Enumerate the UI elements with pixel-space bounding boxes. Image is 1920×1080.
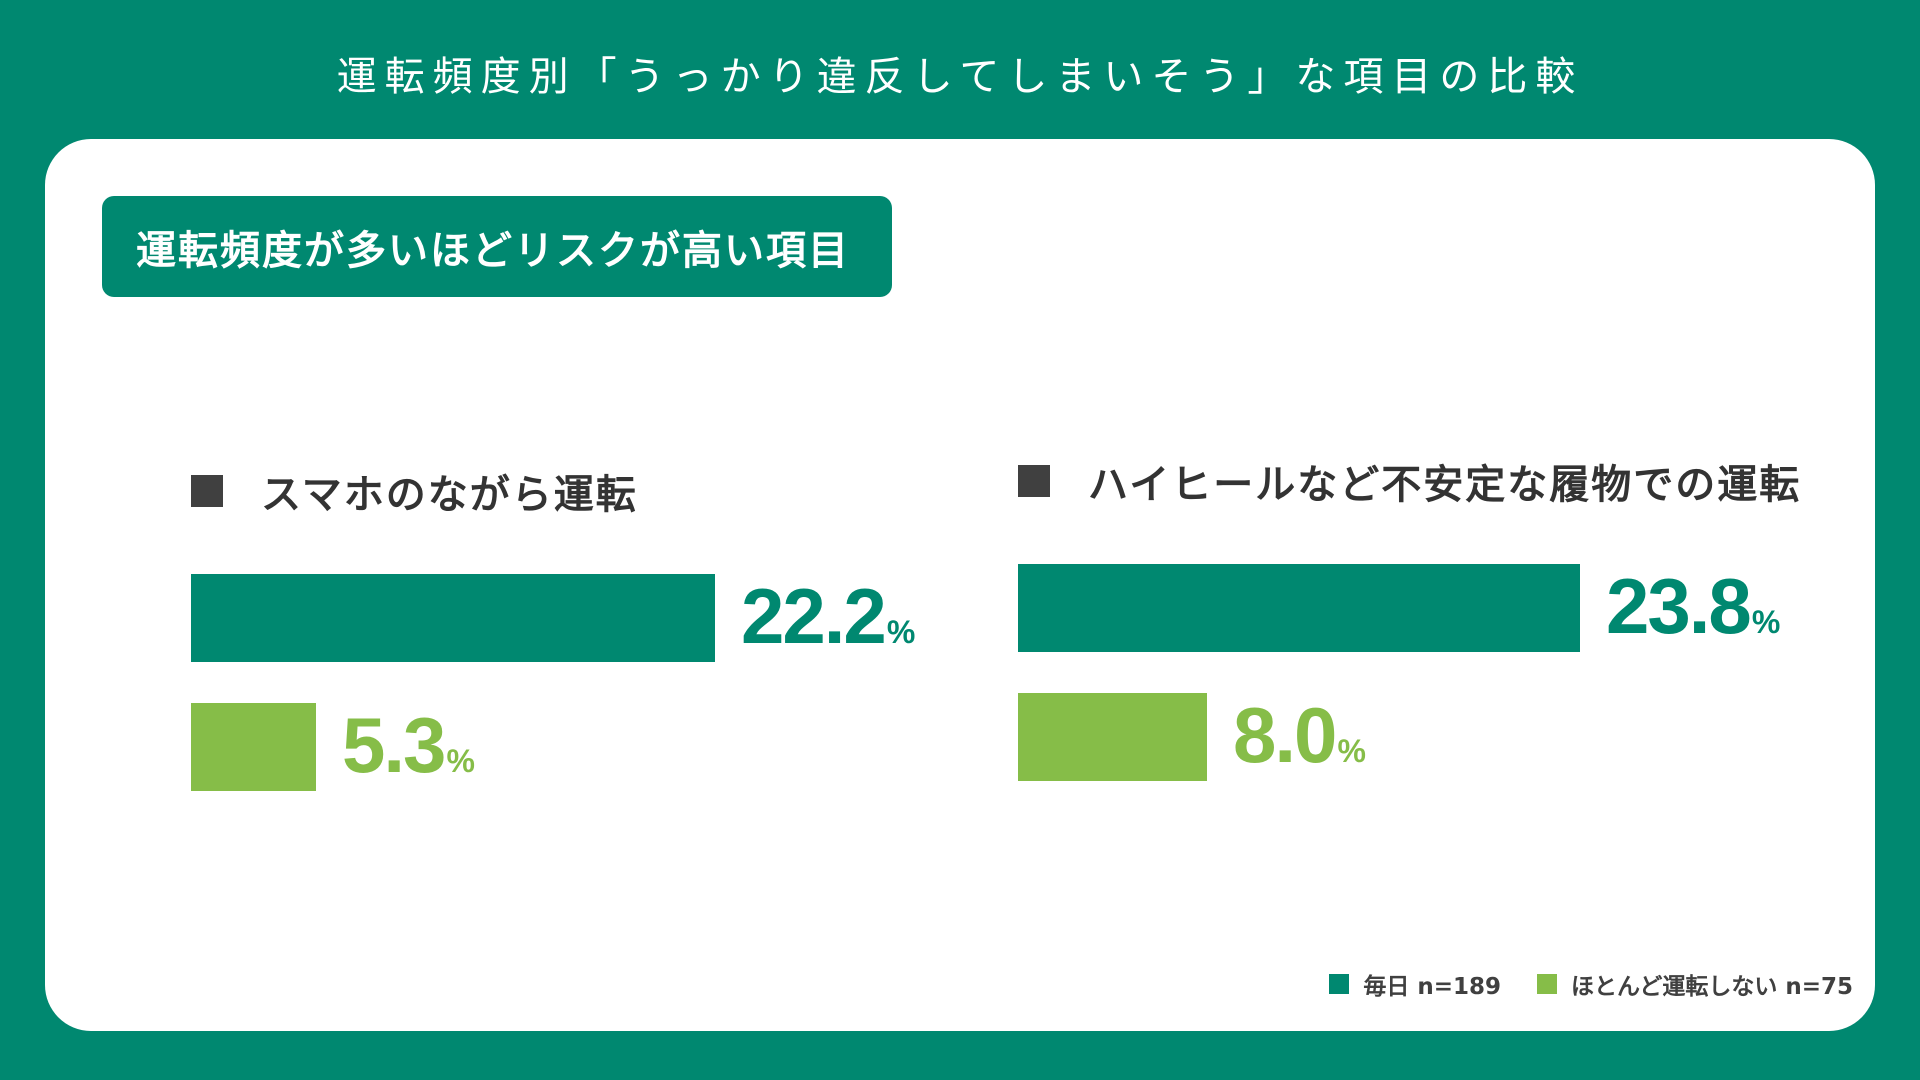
category-label-smartphone: スマホのながら運転 bbox=[191, 462, 638, 520]
data-label-value: 8.0 bbox=[1233, 691, 1337, 779]
chart-subtitle: 運転頻度が多いほどリスクが高い項目 bbox=[102, 196, 892, 297]
data-label-value: 22.2 bbox=[741, 572, 887, 660]
legend-swatch-daily bbox=[1329, 974, 1350, 994]
data-label-unit: % bbox=[1751, 604, 1781, 640]
data-label-high-heels-daily: 23.8% bbox=[1606, 562, 1780, 666]
legend-swatch-rarely bbox=[1537, 974, 1558, 994]
bar-smartphone-daily bbox=[191, 574, 715, 662]
data-label-value: 5.3 bbox=[342, 701, 446, 789]
data-label-smartphone-daily: 22.2% bbox=[741, 572, 915, 676]
chart-title: 運転頻度別「うっかり違反してしまいそう」な項目の比較 bbox=[336, 54, 1584, 100]
bullet-square-icon bbox=[191, 475, 223, 507]
category-text: スマホのながら運転 bbox=[261, 472, 638, 518]
group-smartphone: スマホのながら運転 22.2% 5.3% bbox=[191, 462, 991, 802]
legend-label-daily: 毎日 n=189 bbox=[1363, 974, 1502, 1000]
legend-item-rarely: ほとんど運転しない n=75 bbox=[1537, 967, 1853, 1001]
category-text: ハイヒールなど不安定な履物での運転 bbox=[1088, 462, 1802, 508]
chart-card: 運転頻度が多いほどリスクが高い項目 毎日 n=189 ほとんど運転しない n=7… bbox=[45, 139, 1875, 1031]
bullet-square-icon bbox=[1018, 465, 1050, 497]
legend-label-rarely: ほとんど運転しない n=75 bbox=[1571, 974, 1853, 1000]
group-high-heels: ハイヒールなど不安定な履物での運転 23.8% 8.0% bbox=[1018, 452, 1818, 792]
bar-high-heels-daily bbox=[1018, 564, 1580, 652]
category-label-high-heels: ハイヒールなど不安定な履物での運転 bbox=[1018, 452, 1801, 510]
legend: 毎日 n=189 ほとんど運転しない n=75 bbox=[1329, 967, 1853, 1001]
data-label-value: 23.8 bbox=[1606, 562, 1752, 650]
legend-item-daily: 毎日 n=189 bbox=[1329, 967, 1501, 1001]
bar-smartphone-rarely bbox=[191, 703, 316, 791]
data-label-unit: % bbox=[1337, 733, 1366, 769]
bar-high-heels-rarely bbox=[1018, 693, 1207, 781]
data-label-high-heels-rarely: 8.0% bbox=[1233, 691, 1366, 795]
data-label-unit: % bbox=[446, 743, 475, 779]
data-label-unit: % bbox=[886, 614, 916, 650]
data-label-smartphone-rarely: 5.3% bbox=[342, 701, 475, 805]
